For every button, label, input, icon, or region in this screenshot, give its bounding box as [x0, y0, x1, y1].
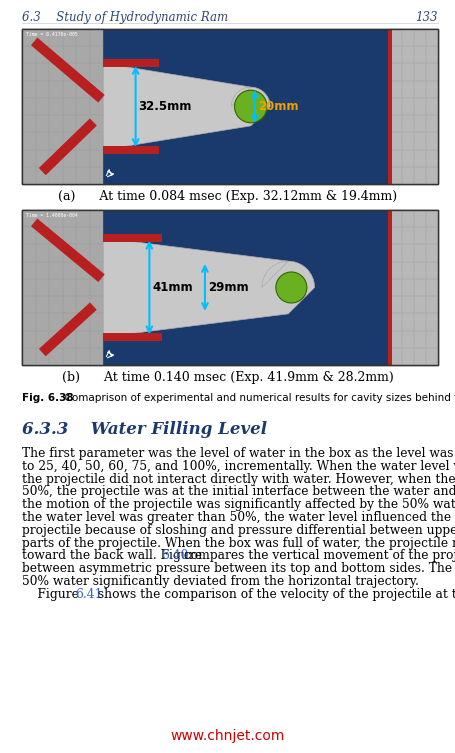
Circle shape	[234, 90, 267, 123]
Text: 133: 133	[415, 11, 437, 24]
Text: the projectile did not interact directly with water. However, when the water lev: the projectile did not interact directly…	[22, 473, 455, 486]
Bar	[103, 234, 162, 242]
Text: projectile because of sloshing and pressure differential between upper and botto: projectile because of sloshing and press…	[22, 524, 455, 537]
Bar	[22, 210, 437, 365]
Text: 20mm: 20mm	[257, 100, 298, 113]
Polygon shape	[31, 38, 105, 102]
Circle shape	[275, 272, 306, 303]
Bar	[22, 210, 103, 365]
Text: (a)      At time 0.084 msec (Exp. 32.12mm & 19.4mm): (a) At time 0.084 msec (Exp. 32.12mm & 1…	[58, 190, 397, 203]
Polygon shape	[39, 118, 96, 175]
Text: 50%, the projectile was at the initial interface between the water and air. As a: 50%, the projectile was at the initial i…	[22, 486, 455, 498]
Text: Comaprison of experimental and numerical results for cavity sizes behind the pro: Comaprison of experimental and numerical…	[58, 393, 455, 403]
Text: 6.40: 6.40	[161, 550, 188, 562]
Bar	[22, 29, 437, 184]
Text: Time = 8.4170e-005: Time = 8.4170e-005	[26, 32, 78, 37]
Bar	[387, 210, 391, 365]
Text: The first parameter was the level of water in the box as the level was changed f: The first parameter was the level of wat…	[22, 447, 455, 460]
Text: 41mm: 41mm	[152, 281, 192, 294]
Text: 6.3.3  Water Filling Level: 6.3.3 Water Filling Level	[22, 421, 267, 438]
Text: the motion of the projectile was significantly affected by the 50% water level. : the motion of the projectile was signifi…	[22, 498, 455, 511]
Text: 50% water significantly deviated from the horizontal trajectory.: 50% water significantly deviated from th…	[22, 575, 418, 588]
Text: compares the vertical movement of the projectile: compares the vertical movement of the pr…	[180, 550, 455, 562]
Text: 32.5mm: 32.5mm	[138, 100, 192, 113]
Bar	[103, 334, 162, 341]
Polygon shape	[39, 303, 96, 356]
Text: Figure: Figure	[22, 588, 82, 601]
Text: (b)      At time 0.140 msec (Exp. 41.9mm & 28.2mm): (b) At time 0.140 msec (Exp. 41.9mm & 28…	[62, 371, 393, 384]
Text: Time = 1.4000e-004: Time = 1.4000e-004	[26, 213, 78, 218]
Polygon shape	[103, 63, 269, 150]
Text: 29mm: 29mm	[207, 281, 248, 294]
Bar	[22, 29, 103, 184]
Text: parts of the projectile. When the box was full of water, the projectile moved st: parts of the projectile. When the box wa…	[22, 537, 455, 550]
Text: between asymmetric pressure between its top and bottom sides. The projectile wit: between asymmetric pressure between its …	[22, 562, 455, 575]
Bar	[103, 59, 159, 67]
Bar	[22, 210, 437, 365]
Bar	[103, 146, 159, 154]
Polygon shape	[103, 238, 314, 337]
Text: the water level was greater than 50%, the water level influenced the trajectory : the water level was greater than 50%, th…	[22, 511, 455, 524]
Text: to 25, 40, 50, 60, 75, and 100%, incrementally. When the water level was below 5: to 25, 40, 50, 60, 75, and 100%, increme…	[22, 460, 455, 473]
Bar	[387, 29, 391, 184]
Bar	[389, 29, 437, 184]
Text: shows the comparison of the velocity of the projectile at two different: shows the comparison of the velocity of …	[94, 588, 455, 601]
Text: 6.41: 6.41	[75, 588, 102, 601]
Text: toward the back wall. Figure: toward the back wall. Figure	[22, 550, 205, 562]
Bar	[389, 210, 437, 365]
Text: 6.3  Study of Hydrodynamic Ram: 6.3 Study of Hydrodynamic Ram	[22, 11, 228, 24]
Polygon shape	[31, 218, 105, 282]
Bar	[22, 29, 437, 184]
Text: Fig. 6.38: Fig. 6.38	[22, 393, 73, 403]
Text: www.chnjet.com: www.chnjet.com	[171, 729, 284, 743]
